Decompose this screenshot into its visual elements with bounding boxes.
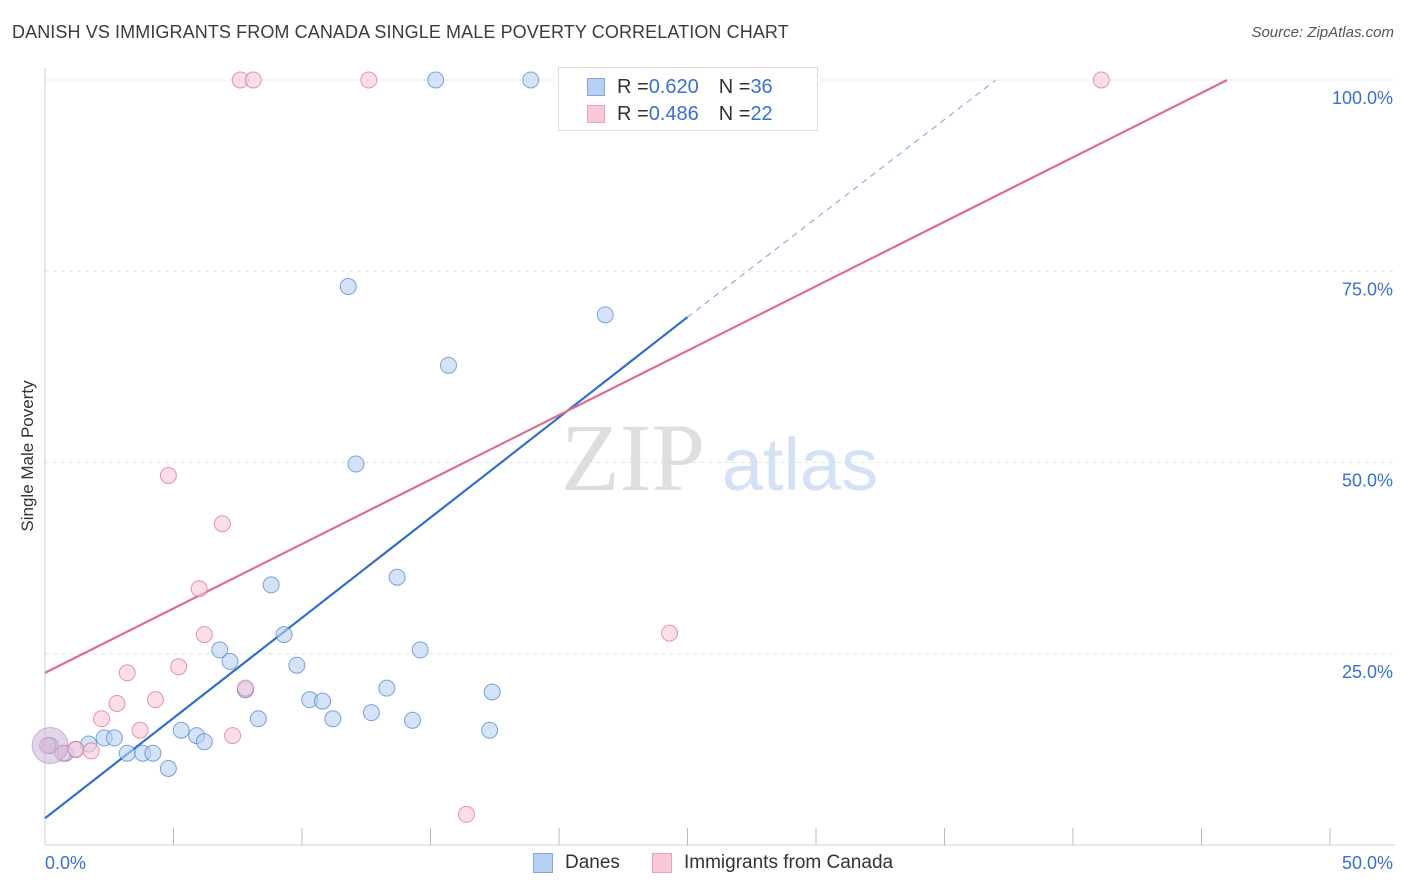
legend-r-value: 0.486 <box>648 102 699 125</box>
point-canada <box>108 694 126 712</box>
point-cluster <box>31 727 69 765</box>
trend-line-canada <box>44 79 1228 674</box>
point-danes <box>105 729 123 747</box>
point-danes <box>339 278 357 296</box>
point-danes <box>324 710 342 728</box>
point-canada <box>244 71 262 89</box>
point-canada <box>67 740 85 758</box>
legend-swatch-danes <box>587 78 605 96</box>
legend-r-value: 0.620 <box>648 75 699 98</box>
y-tick-label: 25.0% <box>1342 662 1393 682</box>
x-tick-label: 0.0% <box>45 853 86 873</box>
point-canada <box>1092 71 1110 89</box>
point-danes <box>262 576 280 594</box>
point-danes <box>314 692 332 710</box>
axes <box>44 68 1395 846</box>
legend-swatch-danes <box>533 853 553 873</box>
point-canada <box>170 658 188 676</box>
trend-line-danes <box>44 316 689 820</box>
point-canada <box>93 710 111 728</box>
legend-n-value: 36 <box>750 75 773 98</box>
point-danes <box>596 306 614 324</box>
legend-r-label: R = <box>617 102 649 125</box>
source-label: Source: ZipAtlas.com <box>1251 24 1394 41</box>
point-canada <box>131 721 149 739</box>
point-canada <box>147 691 165 709</box>
legend-n-value: 22 <box>750 102 773 125</box>
watermark-zip: ZIP <box>561 404 705 511</box>
point-danes <box>378 679 396 697</box>
chart-title: DANISH VS IMMIGRANTS FROM CANADA SINGLE … <box>12 22 789 42</box>
watermark-atlas: atlas <box>722 423 878 506</box>
point-danes <box>288 656 306 674</box>
correlation-legend: R = 0.620 N = 36 R = 0.486 N = 22 <box>558 67 818 131</box>
y-axis-label: Single Male Poverty <box>18 380 37 532</box>
trend-extension-danes <box>687 79 997 318</box>
legend-n-label: N = <box>718 102 751 125</box>
point-danes <box>522 71 540 89</box>
tick-labels: 25.0% 50.0% 75.0% 100.0% 0.0% 50.0% <box>45 88 1393 873</box>
legend-row-canada: R = 0.486 N = 22 <box>587 102 773 126</box>
point-canada <box>224 727 242 745</box>
legend-label-danes: Danes <box>565 852 620 873</box>
point-danes <box>411 641 429 659</box>
point-danes <box>221 652 239 670</box>
watermark: ZIP atlas <box>561 404 878 511</box>
legend-item-danes: Danes <box>533 852 620 874</box>
point-canada <box>457 805 475 823</box>
point-canada <box>360 71 378 89</box>
point-canada <box>236 679 254 697</box>
x-tick-label: 50.0% <box>1342 853 1393 873</box>
legend-n-label: N = <box>718 75 751 98</box>
point-danes <box>439 356 457 374</box>
point-danes <box>481 721 499 739</box>
legend-item-canada: Immigrants from Canada <box>652 852 893 874</box>
point-danes <box>362 704 380 722</box>
point-canada <box>190 580 208 598</box>
point-danes <box>195 733 213 751</box>
point-canada <box>159 467 177 485</box>
point-canada <box>195 626 213 644</box>
legend-row-danes: R = 0.620 N = 36 <box>587 75 773 99</box>
point-danes <box>144 744 162 762</box>
point-danes <box>172 721 190 739</box>
point-canada <box>661 624 679 642</box>
legend-swatch-canada <box>652 853 672 873</box>
point-danes <box>249 710 267 728</box>
data-points <box>31 71 1110 823</box>
point-canada <box>82 742 100 760</box>
trend-lines <box>44 79 1228 820</box>
point-danes <box>483 683 501 701</box>
point-danes <box>404 711 422 729</box>
point-danes <box>275 626 293 644</box>
y-tick-label: 75.0% <box>1342 279 1393 299</box>
point-danes <box>159 760 177 777</box>
point-danes <box>388 568 406 586</box>
legend-swatch-canada <box>587 105 605 123</box>
y-tick-label: 50.0% <box>1342 471 1393 491</box>
point-danes <box>347 455 365 473</box>
legend-r-label: R = <box>617 75 649 98</box>
point-danes <box>118 744 136 762</box>
y-tick-label: 100.0% <box>1332 88 1393 108</box>
legend-label-canada: Immigrants from Canada <box>684 852 894 873</box>
point-canada <box>118 664 136 682</box>
point-canada <box>213 515 231 533</box>
point-danes <box>427 71 445 89</box>
point-danes <box>211 641 229 659</box>
grid-lines <box>45 79 1395 655</box>
